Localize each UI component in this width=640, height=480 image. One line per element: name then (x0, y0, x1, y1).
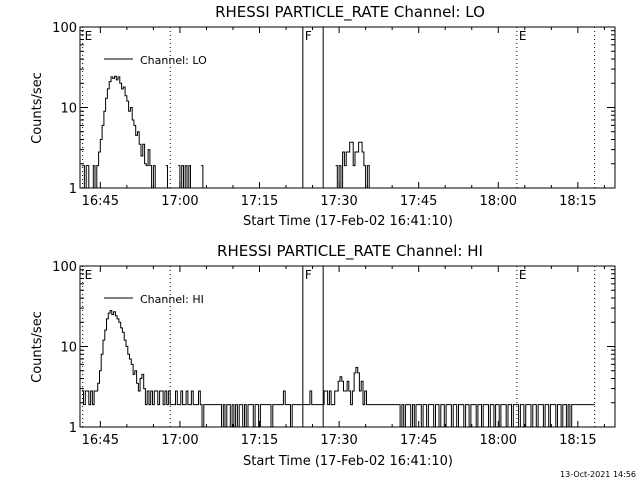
series-line (201, 165, 204, 188)
event-marker-label: E (519, 268, 527, 282)
panel-lo-xticks: 16:45 17:00 17:15 17:30 17:45 18:00 18:15 (82, 27, 605, 209)
y-tick-label: 1 (69, 182, 77, 197)
x-tick-label: 18:15 (559, 433, 596, 448)
panel-hi-xlabel: Start Time (17-Feb-02 16:41:10) (243, 454, 453, 469)
event-marker-label: E (519, 29, 527, 43)
y-tick-label: 10 (60, 341, 77, 356)
series-line (81, 75, 156, 189)
y-tick-label: 1 (69, 421, 77, 436)
panel-hi-title: RHESSI PARTICLE_RATE Channel: HI (217, 242, 483, 261)
panel-lo: RHESSI PARTICLE_RATE Channel: LO E F E 16:… (30, 3, 616, 229)
panel-hi-legend-label: Channel: HI (140, 293, 204, 306)
x-tick-label: 17:30 (320, 433, 357, 448)
x-tick-label: 16:45 (82, 433, 119, 448)
panel-hi-yticks: 1 10 100 (52, 260, 615, 436)
event-marker-label: E (85, 29, 93, 43)
event-marker-label: E (85, 268, 93, 282)
panel-lo-yticks: 1 10 100 (52, 21, 615, 197)
panel-hi-xticks: 16:45 17:00 17:15 17:30 17:45 18:00 18:15 (82, 266, 605, 448)
event-marker-label: F (305, 29, 312, 43)
series-line (335, 141, 370, 189)
x-tick-label: 18:00 (480, 433, 517, 448)
series-line (165, 165, 168, 188)
x-tick-label: 17:15 (241, 194, 278, 209)
series-line (178, 165, 191, 189)
x-tick-label: 17:00 (161, 194, 198, 209)
x-tick-label: 17:45 (400, 433, 437, 448)
footer-timestamp: 13-Oct-2021 14:56 (560, 470, 636, 479)
x-tick-label: 17:30 (320, 194, 357, 209)
x-tick-label: 18:00 (480, 194, 517, 209)
y-tick-label: 100 (52, 260, 77, 275)
x-tick-label: 17:00 (161, 433, 198, 448)
panel-hi-ylabel: Counts/sec (30, 311, 45, 383)
panel-lo-legend-label: Channel: LO (140, 54, 207, 67)
panel-lo-plot (81, 75, 370, 189)
event-marker-label: F (305, 268, 312, 282)
y-tick-label: 10 (60, 102, 77, 117)
x-tick-label: 16:45 (82, 194, 119, 209)
x-tick-label: 17:15 (241, 433, 278, 448)
panel-hi: RHESSI PARTICLE_RATE Channel: HI E F E 16:… (30, 242, 616, 469)
panel-lo-title: RHESSI PARTICLE_RATE Channel: LO (215, 3, 485, 22)
panel-lo-xlabel: Start Time (17-Feb-02 16:41:10) (243, 214, 453, 229)
series-line (81, 310, 595, 428)
panel-lo-ylabel: Counts/sec (30, 72, 45, 144)
x-tick-label: 17:45 (400, 194, 437, 209)
y-tick-label: 100 (52, 21, 77, 36)
panel-hi-plot (81, 310, 595, 428)
x-tick-label: 18:15 (559, 194, 596, 209)
